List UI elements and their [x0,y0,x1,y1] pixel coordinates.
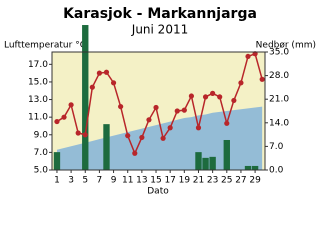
temperature-point [132,150,138,156]
y-tick-label: 13.0 [28,95,48,105]
y2-axis-label: Nedbør (mm) [256,41,316,51]
y2-tick-label: 28.0 [269,71,289,81]
temperature-point [231,97,237,104]
y2-tick-label: 21.0 [269,95,289,105]
temperature-point [202,94,209,100]
y-tick-label: 7.0 [34,148,49,158]
y-axis-label: Lufttemperatur °C [4,41,86,51]
y-tick-label: 9.0 [34,130,49,140]
x-tick-label: 5 [82,176,88,186]
chart: Karasjok - Markannjarga Juni 2011 Luftte… [4,6,316,197]
chart-subtitle: Juni 2011 [131,23,188,37]
precipitation-bar [53,152,61,170]
precipitation-bar [202,157,209,170]
temperature-point [89,84,95,90]
temperature-point [54,118,60,125]
precipitation-bar [223,139,230,170]
y-tick-label: 15.0 [28,77,48,87]
temperature-point [217,94,223,100]
x-tick-label: 9 [111,176,117,186]
x-tick-label: 23 [207,176,218,186]
y2-tick-label: 35.0 [269,48,289,58]
y-tick-label: 17.0 [28,60,48,70]
x-tick-label: 29 [249,176,261,186]
temperature-point [146,117,152,123]
temperature-point [259,76,265,82]
y2-tick-label: 7.0 [269,142,284,152]
x-tick-label: 7 [97,176,103,186]
temperature-point [118,103,124,110]
temperature-point [188,93,195,99]
chart-title: Karasjok - Markannjarga [63,6,257,22]
x-tick-label: 21 [193,176,204,186]
precipitation-bar [195,152,202,170]
x-tick-label: 27 [235,176,246,186]
temperature-point [103,69,110,75]
temperature-point [210,90,216,96]
precipitation-bar [251,165,259,170]
temperature-point [139,134,145,141]
x-tick-label: 17 [164,176,175,186]
temperature-point [125,133,131,139]
temperature-point [75,130,81,136]
precipitation-bar [82,25,89,171]
x-tick-label: 19 [179,176,191,186]
y-tick-label: 11.0 [28,113,48,123]
temperature-line [56,52,263,156]
temperature-point [245,53,251,60]
precipitation-bar [209,156,216,170]
precipitation-bar [103,124,110,170]
temperature-point [224,120,230,126]
temperature-point [238,80,244,86]
temperature-point [167,125,173,131]
y2-tick-label: 0.0 [269,166,284,176]
temperature-point [195,125,202,131]
temperature-point [61,114,67,120]
temperature-point [110,80,117,86]
precipitation-bar [244,165,252,170]
y-tick-label: 5.0 [34,166,49,176]
temperature-point [153,104,159,111]
x-tick-label: 13 [136,176,147,186]
y2-tick-label: 14.0 [269,118,289,128]
x-tick-label: 25 [221,176,232,186]
x-tick-label: 3 [68,176,74,186]
temperature-point [174,108,180,114]
temperature-point [96,70,103,76]
x-tick-label: 11 [122,176,133,186]
temperature-point [68,102,74,108]
temperature-point [160,135,166,141]
x-tick-label: 1 [54,176,60,186]
x-axis-label: Dato [147,187,169,197]
x-tick-label: 15 [150,176,161,186]
plot-border [51,51,266,171]
temperature-point [82,132,88,138]
temperature-point [181,107,187,113]
